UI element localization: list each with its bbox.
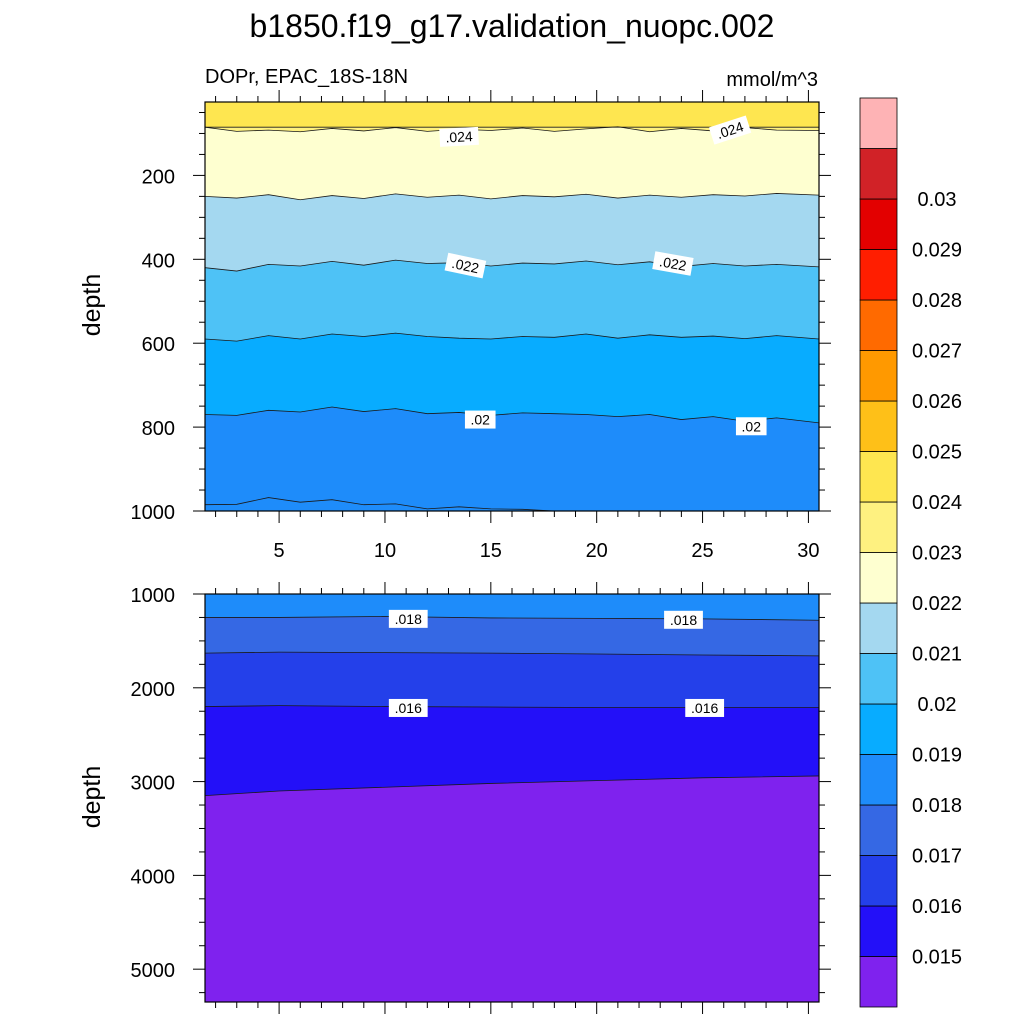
colorbar-box: [859, 855, 898, 907]
contour-line: [205, 651, 819, 657]
contour-line: [205, 406, 819, 424]
colorbar-box: [859, 148, 898, 200]
y-tick-label: 600: [142, 334, 175, 356]
contour-line: [205, 193, 819, 201]
colorbar-box: [859, 552, 898, 604]
x-tick-label: 5: [274, 540, 285, 562]
colorbar-box: [859, 97, 898, 149]
lower-ylabel: depth: [78, 766, 106, 829]
colorbar-box: [859, 956, 898, 1008]
contour-label-bg: [439, 126, 479, 147]
colorbar-box: [859, 703, 898, 755]
contour-label-bg: [708, 115, 752, 145]
contour-label: .022: [658, 253, 688, 274]
y-tick-label: 2000: [131, 679, 176, 701]
colorbar-label: 0.02: [918, 694, 957, 716]
contour-label: .016: [395, 700, 422, 716]
chart-title: b1850.f19_g17.validation_nuopc.002: [250, 8, 775, 44]
contour-band: [205, 406, 819, 511]
y-tick-label: 200: [142, 166, 175, 188]
contour-line: [205, 775, 819, 797]
y-tick-label: 3000: [131, 773, 176, 795]
contour-band: [205, 126, 819, 200]
colorbar-box: [859, 754, 898, 806]
colorbar-box: [859, 602, 898, 654]
upper-contour-panel: .024.024.022.022.02.025 10 15 20 25 302004006…: [131, 90, 831, 562]
contour-label-bg: [388, 609, 428, 628]
y-tick-label: 800: [142, 418, 175, 440]
y-tick-label: 400: [142, 250, 175, 272]
contour-band: [205, 705, 819, 796]
colorbar-label: 0.019: [912, 745, 962, 767]
colorbar-label: 0.021: [912, 644, 962, 666]
contour-label: .018: [670, 612, 697, 628]
colorbar-label: 0.018: [912, 795, 962, 817]
colorbar-label: 0.028: [912, 290, 962, 312]
contour-label-bg: [652, 251, 694, 276]
colorbar-label: 0.022: [912, 593, 962, 615]
x-tick-label: 10: [374, 540, 396, 562]
contour-label: .02: [742, 418, 762, 434]
colorbar-label: 0.024: [912, 492, 962, 514]
contour-band: [205, 594, 819, 621]
contour-band: [205, 260, 819, 342]
contour-label: .018: [395, 611, 422, 627]
y-tick-label: 1000: [131, 502, 176, 524]
contour-label: .022: [450, 255, 480, 276]
contour-label-bg: [685, 698, 725, 717]
colorbar-box: [859, 804, 898, 856]
contour-band: [205, 102, 819, 128]
contour-line: [205, 332, 819, 342]
colorbar-label: 0.025: [912, 442, 962, 464]
contour-line: [205, 259, 819, 272]
colorbar-box: [859, 299, 898, 351]
contour-band: [205, 193, 819, 272]
colorbar-label: 0.017: [912, 846, 962, 868]
x-tick-label: 20: [586, 540, 608, 562]
contour-label: .024: [445, 128, 473, 145]
upper-left-label: DOPr, EPAC_18S-18N: [205, 66, 408, 88]
contour-band: [205, 652, 819, 708]
colorbar-box: [859, 350, 898, 402]
x-tick-label: 25: [691, 540, 713, 562]
contour-band: [205, 616, 819, 656]
contour-band: [205, 333, 819, 423]
contour-line: [205, 497, 819, 511]
colorbar-box: [859, 653, 898, 705]
colorbar-label: 0.029: [912, 240, 962, 262]
contour-label: .02: [471, 412, 491, 428]
contour-label: .016: [691, 700, 718, 716]
colorbar-label: 0.016: [912, 896, 962, 918]
upper-right-label: mmol/m^3: [726, 69, 818, 91]
colorbar: 0.015 0.016 0.017 0.018 0.019 0.02 0.021 0.022 0…: [859, 97, 962, 1008]
colorbar-box: [859, 451, 898, 503]
colorbar-box: [859, 905, 898, 957]
y-tick-label: 1000: [131, 585, 176, 607]
colorbar-box: [859, 249, 898, 301]
colorbar-label: 0.026: [912, 391, 962, 413]
contour-label-bg: [664, 610, 703, 629]
lower-contour-panel: .018 .018 .016 .016 1000 2000 3000 4000 5000: [131, 582, 831, 1014]
y-tick-label: 4000: [131, 866, 176, 888]
y-tick-label: 5000: [131, 960, 176, 982]
colorbar-box: [859, 400, 898, 452]
contour-label-bg: [464, 410, 496, 429]
colorbar-label: 0.015: [912, 947, 962, 969]
contour-line: [205, 126, 819, 133]
colorbar-label: 0.027: [912, 341, 962, 363]
colorbar-label: 0.023: [912, 543, 962, 565]
x-tick-label: 30: [797, 540, 819, 562]
contour-label-bg: [388, 698, 428, 717]
colorbar-box: [859, 501, 898, 553]
contour-label-bg: [444, 252, 487, 279]
colorbar-label: 0.03: [918, 189, 957, 211]
x-tick-label: 15: [480, 540, 502, 562]
upper-ylabel: depth: [78, 274, 106, 337]
contour-label-bg: [735, 417, 767, 436]
colorbar-box: [859, 198, 898, 250]
